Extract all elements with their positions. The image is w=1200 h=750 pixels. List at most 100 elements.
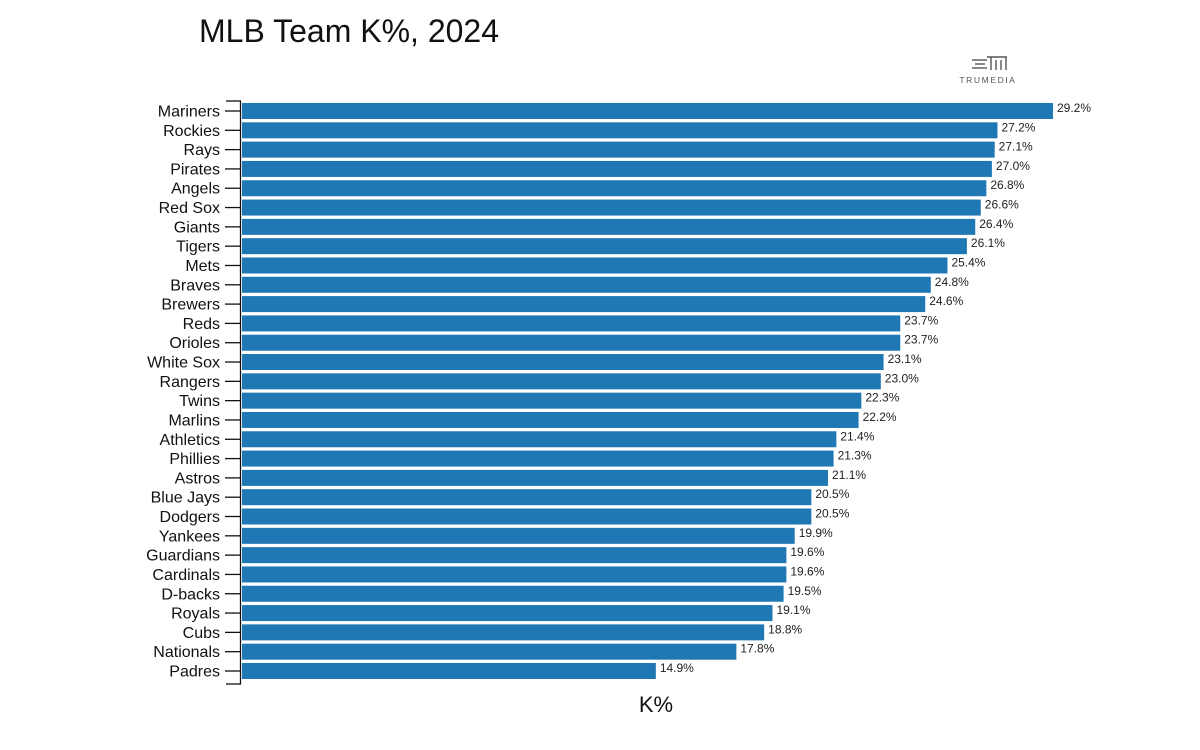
- bar-d-backs: [242, 585, 784, 602]
- value-label: 23.0%: [885, 371, 919, 385]
- value-label: 23.1%: [888, 352, 922, 366]
- category-label: Padres: [169, 663, 220, 680]
- value-label: 23.7%: [904, 333, 938, 347]
- value-label: 19.6%: [790, 545, 824, 559]
- value-label: 27.2%: [1001, 120, 1035, 134]
- category-label: Mets: [185, 258, 220, 275]
- bar-phillies: [242, 450, 834, 467]
- bar-padres: [242, 662, 656, 679]
- bar-athletics: [242, 431, 837, 448]
- category-label: White Sox: [147, 355, 220, 372]
- category-label: Rockies: [163, 123, 220, 140]
- trumedia-logo: TRUMEDIA: [959, 56, 1016, 85]
- bar-blue-jays: [242, 489, 812, 506]
- bar-guardians: [242, 547, 787, 564]
- category-label: Reds: [183, 316, 220, 333]
- bar-braves: [242, 276, 931, 293]
- value-label: 19.6%: [790, 564, 824, 578]
- bar-twins: [242, 392, 862, 409]
- category-label: Nationals: [153, 644, 220, 661]
- bar-astros: [242, 469, 829, 486]
- brand-name: TRUMEDIA: [959, 75, 1016, 85]
- value-label: 26.8%: [990, 178, 1024, 192]
- chart-title: MLB Team K%, 2024: [199, 13, 499, 49]
- bar-cubs: [242, 624, 765, 641]
- bar-mariners: [242, 103, 1053, 119]
- category-label: Angels: [171, 181, 220, 198]
- value-label: 21.1%: [832, 468, 866, 482]
- value-label: 22.3%: [865, 391, 899, 405]
- value-label: 26.1%: [971, 236, 1005, 250]
- category-label: Giants: [174, 219, 220, 236]
- bar-red-sox: [242, 199, 981, 216]
- bar-white-sox: [242, 354, 884, 371]
- category-label: Yankees: [159, 528, 220, 545]
- category-label: Astros: [175, 470, 220, 487]
- value-label: 20.5%: [815, 507, 849, 521]
- bar-dodgers: [242, 508, 812, 525]
- value-label: 19.5%: [788, 584, 822, 598]
- bar-rockies: [242, 122, 998, 139]
- bar-rangers: [242, 373, 881, 390]
- bar-yankees: [242, 527, 795, 544]
- x-axis-label: K%: [639, 692, 673, 717]
- y-ticks: [225, 110, 240, 672]
- category-labels: Mariners Rockies Rays Pirates Angels Red Sox G…: [146, 104, 220, 681]
- bar-angels: [242, 180, 987, 197]
- category-label: Tigers: [176, 239, 220, 256]
- category-label: Braves: [170, 277, 220, 294]
- category-label: Guardians: [146, 548, 220, 565]
- value-label: 22.2%: [863, 410, 897, 424]
- category-label: Athletics: [160, 432, 220, 449]
- value-label: 21.4%: [840, 429, 874, 443]
- category-label: Pirates: [170, 161, 220, 178]
- bar-marlins: [242, 411, 859, 428]
- value-label: 27.1%: [999, 140, 1033, 154]
- value-label: 23.7%: [904, 313, 938, 327]
- value-label: 19.1%: [776, 603, 810, 617]
- bar-tigers: [242, 238, 967, 255]
- value-label: 14.9%: [660, 661, 694, 675]
- value-label: 26.6%: [985, 198, 1019, 212]
- category-label: Brewers: [161, 297, 220, 314]
- value-label: 24.6%: [929, 294, 963, 308]
- value-label: 27.0%: [996, 159, 1030, 173]
- category-label: Orioles: [169, 335, 220, 352]
- category-label: Dodgers: [160, 509, 220, 526]
- bar-royals: [242, 605, 773, 622]
- value-label: 19.9%: [799, 526, 833, 540]
- bar-pirates: [242, 160, 992, 177]
- value-label: 20.5%: [815, 487, 849, 501]
- value-label: 18.8%: [768, 622, 802, 636]
- bar-nationals: [242, 643, 737, 660]
- trumedia-logo-icon: [972, 56, 1007, 70]
- value-label: 29.2%: [1057, 101, 1091, 115]
- bar-brewers: [242, 296, 926, 313]
- category-label: Rangers: [160, 374, 220, 391]
- category-label: D-backs: [161, 586, 220, 603]
- category-label: Phillies: [169, 451, 220, 468]
- category-label: Twins: [179, 393, 220, 410]
- value-label: 26.4%: [979, 217, 1013, 231]
- value-label: 17.8%: [740, 642, 774, 656]
- bar-giants: [242, 218, 976, 235]
- bar-reds: [242, 315, 901, 332]
- category-label: Blue Jays: [151, 490, 220, 507]
- bar-mets: [242, 257, 948, 274]
- bar-rays: [242, 141, 995, 158]
- bar-orioles: [242, 334, 901, 351]
- category-label: Mariners: [158, 104, 220, 121]
- category-label: Cardinals: [152, 567, 220, 584]
- bars: [242, 103, 1053, 679]
- value-labels: 29.2% 27.2% 27.1% 27.0% 26.8% 26.6% 26.4% 26.1%…: [660, 101, 1092, 675]
- bar-cardinals: [242, 566, 787, 583]
- category-label: Royals: [171, 606, 220, 623]
- category-label: Rays: [184, 142, 220, 159]
- category-label: Marlins: [168, 412, 220, 429]
- category-label: Cubs: [183, 625, 220, 642]
- value-label: 24.8%: [935, 275, 969, 289]
- category-label: Red Sox: [159, 200, 220, 217]
- value-label: 21.3%: [838, 449, 872, 463]
- value-label: 25.4%: [951, 255, 985, 269]
